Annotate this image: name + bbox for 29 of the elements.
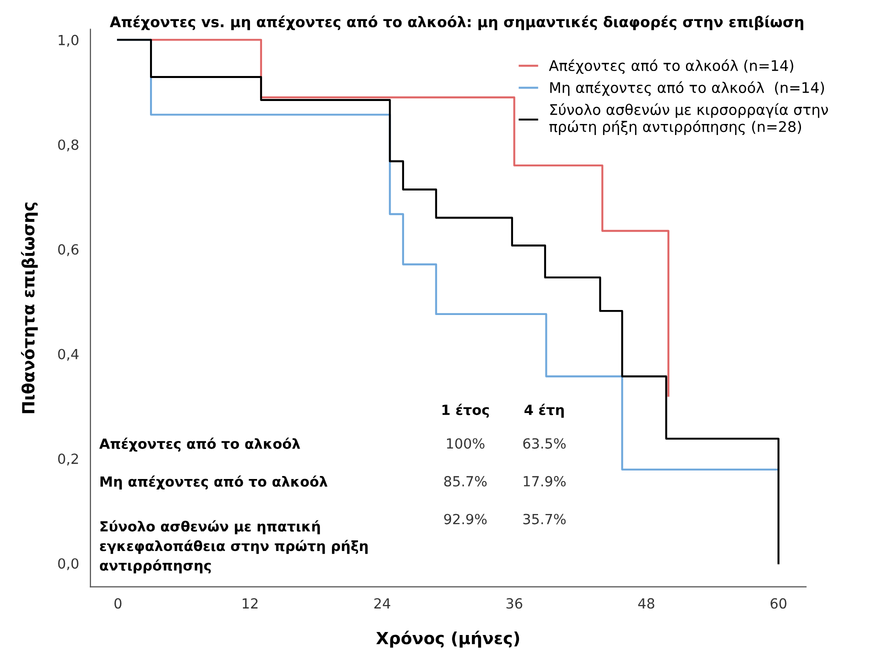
annotation: 17.9% (524, 476, 566, 487)
x-tick-label: 0 (114, 598, 122, 609)
y-tick-label: 0,2 (58, 454, 78, 466)
chart-title: Απέχοντες vs. μη απέχοντες από το αλκοόλ: μη σημαντικές διαφορές στην επιβίωση (110, 15, 804, 30)
y-tick-label: 0,6 (58, 244, 78, 256)
annotation: Σύνολο ασθενών με ηπατική εγκεφαλοπάθεια στην πρώτη ρήξη αντιρρόπησης (100, 520, 368, 574)
y-tick-label: 0,4 (58, 348, 79, 361)
annotation: 4 έτη (524, 404, 564, 418)
x-tick-label: 36 (506, 598, 522, 609)
annotation: Μη απέχοντες από το αλκοόλ (100, 475, 328, 490)
legend-label: Μη απέχοντες από το αλκοόλ (n=14) (550, 81, 824, 96)
y-axis-title: Πιθανότητα επιβίωσης (20, 202, 38, 414)
y-tick-label: 0,8 (58, 139, 78, 152)
annotation: 92.9% (444, 514, 487, 524)
x-axis-title: Χρόνος (μήνες) (376, 630, 520, 648)
annotation: 63.5% (523, 438, 566, 449)
x-tick-label: 48 (638, 598, 654, 609)
x-tick-label: 60 (770, 598, 786, 609)
annotation: 35.7% (523, 514, 566, 524)
annotation: 1 έτος (442, 404, 489, 418)
annotation: 85.7% (444, 476, 487, 487)
y-tick-label: 0,0 (58, 558, 78, 570)
x-tick-label: 24 (374, 598, 390, 608)
legend-label: Σύνολο ασθενών με κιρσορραγία στην πρώτη ρήξη αντιρρόπησης (n=28) (549, 103, 828, 135)
x-tick-label: 12 (242, 598, 258, 608)
annotation: 100% (447, 438, 484, 449)
y-tick-label: 1,0 (58, 34, 78, 47)
annotation: Απέχοντες από το αλκοόλ (99, 438, 300, 452)
legend-label: Απέχοντες από το αλκοόλ (n=14) (548, 59, 794, 74)
